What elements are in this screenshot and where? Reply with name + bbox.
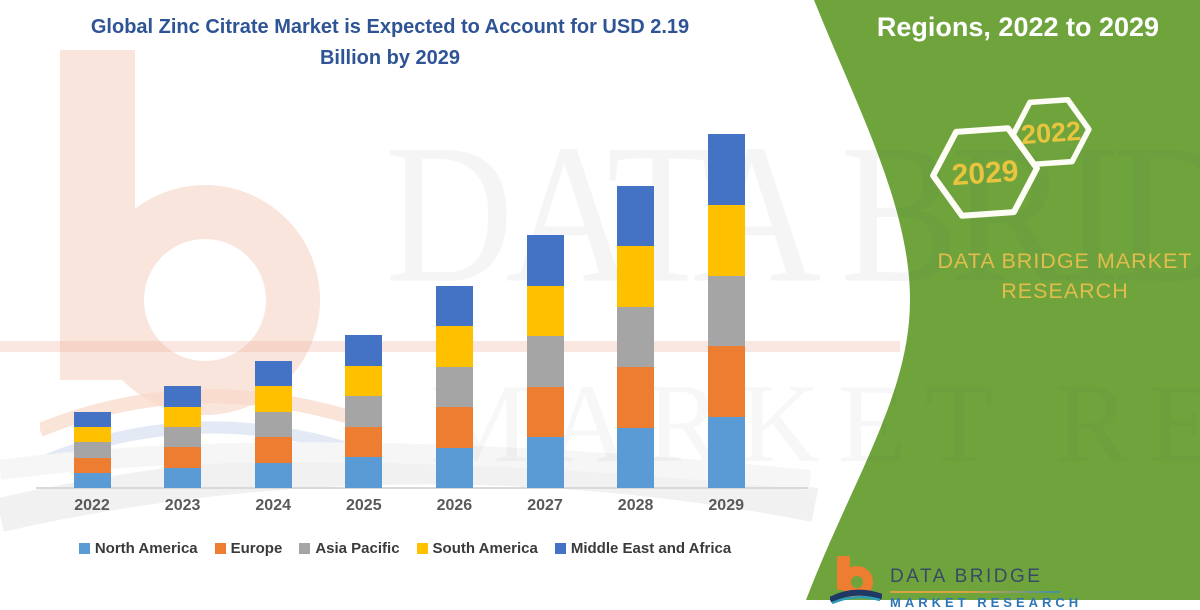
hexagon-2029-label: 2029: [951, 155, 1020, 193]
panel-brand-line2: RESEARCH: [1001, 279, 1129, 303]
panel-brand-line1: DATA BRIDGE MARKET: [937, 249, 1193, 273]
legend-item-middle-east-and-africa: Middle East and Africa: [554, 540, 732, 557]
hexagon-2022: 2022: [1010, 97, 1092, 167]
legend-swatch: [78, 543, 90, 554]
footer-brand-name: DATA BRIDGE: [890, 566, 1043, 587]
chart-title-line1: Global Zinc Citrate Market is Expected t…: [90, 16, 690, 38]
chart-title-line2: Billion by 2029: [319, 47, 461, 69]
legend-item-south-america: South America: [416, 540, 538, 557]
legend-swatch: [214, 543, 226, 554]
hexagon-2022-label: 2022: [1020, 116, 1082, 150]
legend-label: Middle East and Africa: [570, 540, 732, 557]
footer-brand-subtext: MARKET RESEARCH: [890, 595, 1083, 610]
legend-label: South America: [432, 540, 538, 557]
legend-swatch: [299, 543, 311, 554]
panel-heading: Regions, 2022 to 2029: [876, 12, 1160, 42]
legend-item-asia-pacific: Asia Pacific: [299, 540, 400, 557]
legend-swatch: [554, 543, 566, 554]
x-axis-line: [36, 487, 808, 489]
chart-title: Global Zinc Citrate Market is Expected t…: [30, 12, 750, 74]
legend-swatch: [416, 543, 428, 554]
footer-logo: DATA BRIDGE MARKET RESEARCH: [830, 556, 1082, 610]
footer-b-icon: [830, 556, 882, 604]
footer-divider: [890, 591, 1060, 593]
panel-brand-text: DATA BRIDGE MARKET RESEARCH: [920, 246, 1200, 306]
hexagon-2029: 2029: [930, 125, 1040, 219]
legend-label: Asia Pacific: [315, 540, 400, 557]
chart-legend: North America Europe Asia Pacific South Ame…: [25, 540, 785, 557]
legend-label: Europe: [230, 540, 283, 557]
legend-item-europe: Europe: [214, 540, 283, 557]
legend-item-north-america: North America: [78, 540, 198, 557]
footer-texts: DATA BRIDGE MARKET RESEARCH: [890, 566, 1082, 610]
legend-label: North America: [94, 540, 198, 557]
